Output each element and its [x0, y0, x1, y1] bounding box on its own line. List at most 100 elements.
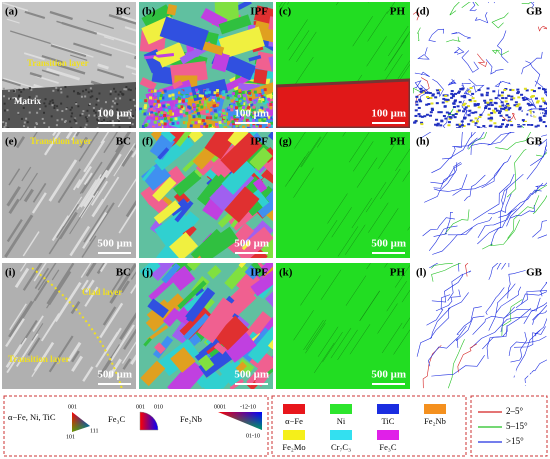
- grain: [250, 268, 273, 297]
- fine-grain: [258, 100, 262, 104]
- panel-tag: PH: [390, 6, 406, 18]
- noise: [132, 115, 135, 118]
- noise: [44, 98, 47, 101]
- fine-boundary: [493, 111, 497, 114]
- fine-grain: [237, 94, 241, 98]
- fine-grain: [143, 112, 147, 116]
- fine-grain: [181, 99, 185, 103]
- fine-boundary: [434, 96, 438, 99]
- noise: [118, 126, 121, 128]
- fine-grain: [206, 88, 210, 92]
- grain-edge: [32, 132, 38, 139]
- fine-grain: [194, 121, 198, 125]
- fine-boundary: [439, 127, 443, 128]
- fine-boundary: [483, 127, 487, 128]
- fine-boundary: [525, 89, 529, 92]
- fine-boundary: [526, 113, 530, 116]
- phase-map: [276, 132, 410, 258]
- boundary: [426, 294, 451, 326]
- boundary: [530, 138, 547, 167]
- fine-boundary: [507, 116, 511, 119]
- fine-boundary: [501, 104, 505, 107]
- grain: [224, 263, 250, 290]
- fine-grain: [263, 127, 267, 128]
- gb-map: [413, 132, 547, 258]
- fine-grain: [207, 90, 211, 94]
- grain-edge: [14, 267, 30, 289]
- annotation: Transition layer: [8, 354, 70, 364]
- fine-boundary: [517, 96, 521, 99]
- fine-boundary: [534, 97, 538, 100]
- phase-edge: [394, 60, 410, 84]
- fine-boundary: [419, 100, 423, 103]
- grain: [186, 263, 205, 271]
- grain-edge: [110, 324, 135, 362]
- noise: [114, 97, 117, 100]
- fine-boundary: [418, 115, 422, 118]
- fine-grain: [169, 118, 173, 122]
- grain: [253, 5, 273, 29]
- fine-grain: [147, 109, 151, 113]
- noise: [13, 88, 16, 91]
- noise: [129, 89, 132, 92]
- micrograph: [2, 132, 136, 258]
- grain-edge: [71, 350, 80, 363]
- fine-boundary: [514, 101, 518, 104]
- fine-grain: [150, 107, 154, 111]
- panel-label: (j): [142, 267, 153, 279]
- fine-boundary: [522, 123, 526, 126]
- fine-grain: [169, 110, 173, 114]
- grain: [218, 26, 265, 59]
- noise: [90, 90, 93, 93]
- phase-swatch: [330, 404, 352, 414]
- phase-edge: [351, 197, 373, 229]
- fine-grain: [149, 115, 153, 119]
- fine-grain: [231, 92, 235, 96]
- phase-edge: [393, 329, 410, 355]
- fine-boundary: [456, 127, 460, 128]
- noise: [66, 95, 69, 98]
- legend-box: [470, 395, 548, 457]
- fine-boundary: [542, 114, 546, 117]
- boundary: [477, 53, 488, 68]
- boundary: [501, 173, 524, 205]
- fine-grain: [154, 93, 158, 97]
- boundary: [530, 2, 535, 8]
- fine-grain: [263, 117, 267, 121]
- grain-edge: [33, 280, 48, 302]
- fine-boundary: [477, 89, 481, 92]
- fine-grain: [236, 127, 240, 128]
- fine-grain: [226, 121, 230, 125]
- panel-label: (g): [279, 136, 292, 148]
- fine-boundary: [427, 97, 431, 100]
- fine-grain: [197, 120, 201, 124]
- grain-edge: [41, 69, 60, 77]
- grain: [218, 14, 252, 35]
- scale-label: 500 μm: [234, 369, 269, 381]
- noise: [5, 122, 8, 125]
- fine-boundary: [504, 125, 508, 128]
- noise: [49, 100, 52, 103]
- grain-edge: [117, 178, 136, 208]
- noise: [2, 95, 5, 98]
- fine-grain: [183, 114, 187, 118]
- grain-edge: [121, 341, 136, 364]
- grain: [207, 264, 222, 280]
- fine-grain: [235, 124, 239, 128]
- grain-edge: [55, 203, 79, 239]
- fine-boundary: [460, 120, 464, 123]
- phase-edge: [288, 151, 310, 182]
- fine-grain: [153, 89, 157, 93]
- grain: [170, 347, 196, 373]
- fine-grain: [147, 88, 151, 92]
- boundary: [491, 49, 510, 56]
- fine-grain: [201, 119, 205, 123]
- grain: [252, 189, 269, 208]
- phase-edge: [378, 208, 399, 239]
- fine-boundary: [489, 99, 493, 102]
- ipf-key-overlay: [218, 412, 262, 430]
- fine-boundary: [541, 97, 545, 100]
- fine-grain: [158, 96, 162, 100]
- fine-boundary: [463, 96, 467, 99]
- fine-boundary: [442, 115, 446, 118]
